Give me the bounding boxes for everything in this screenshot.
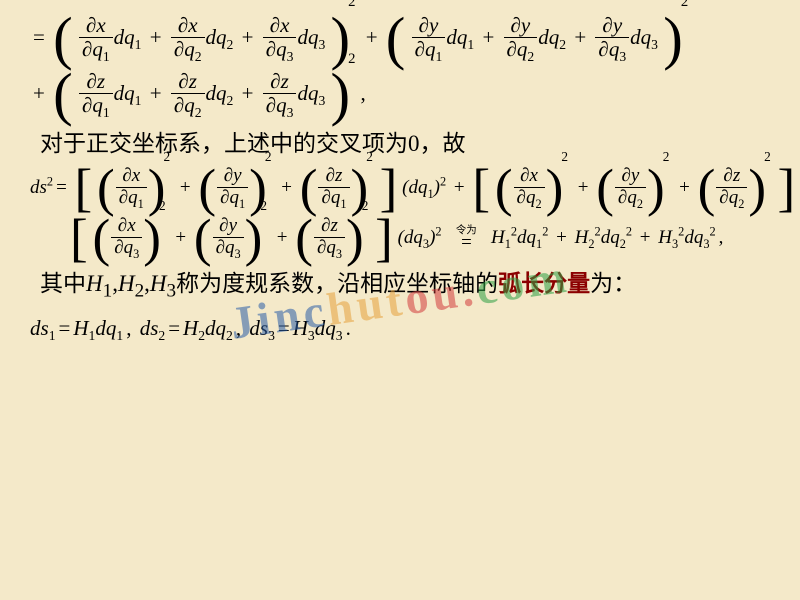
eq-line-1: = ( ∂x∂q1dq1 + ∂x∂q2dq2 + ∂x∂q3dq3 )2 + … bbox=[30, 14, 778, 64]
eq-line-2: + ( ∂z∂q1dq1 + ∂z∂q2dq2 + ∂z∂q3dq3 )2, bbox=[30, 70, 778, 120]
slide-root: Jinchutou.com = ( ∂x∂q1dq1 + ∂x∂q2dq2 + … bbox=[0, 0, 800, 600]
eq-ds-components: ds1=H1dq1, ds2=H2dq2, ds3=H3dq3. bbox=[30, 315, 778, 345]
text-metric: 其中H1,H2,H3称为度规系数，沿相应坐标轴的弧长分量为： bbox=[40, 269, 778, 305]
eq-ds2-a: ds2= [ (∂x∂q1)2 + (∂y∂q1)2 + (∂z∂q1)2 ] … bbox=[30, 166, 778, 211]
arc-length-label: 弧长分量 bbox=[498, 271, 590, 296]
eq-ds2-b: [ (∂x∂q3)2 + (∂y∂q3)2 + (∂z∂q3)2 ] (dq3)… bbox=[70, 216, 778, 261]
